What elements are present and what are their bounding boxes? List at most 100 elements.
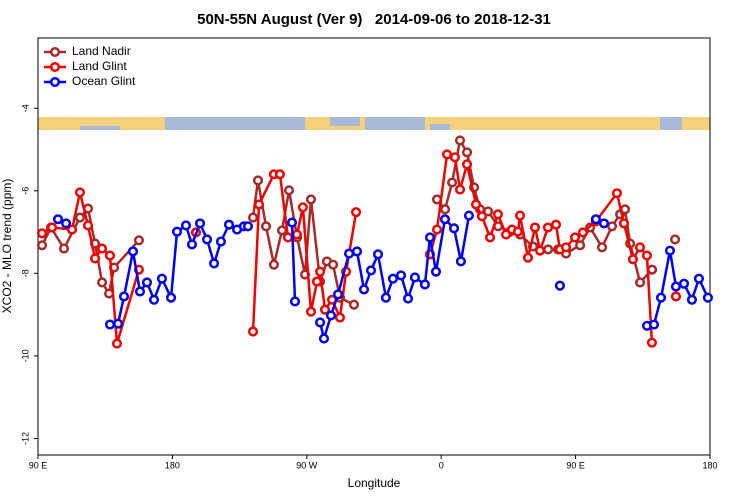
data-point <box>440 204 451 215</box>
data-point <box>66 224 78 235</box>
y-tick-label: -4 <box>20 104 30 112</box>
data-point <box>58 243 70 254</box>
data-point <box>635 277 646 288</box>
data-point <box>61 218 72 229</box>
data-point <box>670 291 682 302</box>
data-point <box>542 222 554 233</box>
data-point <box>247 326 259 337</box>
data-point <box>36 240 48 251</box>
data-point <box>209 258 220 269</box>
data-point <box>449 152 460 163</box>
data-point <box>431 224 443 235</box>
data-point <box>194 218 206 229</box>
data-point <box>74 187 86 198</box>
data-point <box>104 319 116 330</box>
data-point <box>344 248 355 259</box>
data-point <box>647 264 658 275</box>
data-point <box>318 333 330 344</box>
data-point <box>702 292 713 303</box>
data-point <box>535 245 546 256</box>
data-point <box>554 280 565 291</box>
data-point <box>82 220 94 231</box>
data-point <box>448 223 460 234</box>
legend-label: Land Glint <box>72 59 127 73</box>
legend-label: Land Nadir <box>72 44 131 58</box>
data-point <box>242 221 254 232</box>
data-point <box>447 177 458 188</box>
data-point <box>670 281 682 292</box>
data-point <box>223 219 235 230</box>
x-tick-label: 180 <box>165 460 180 470</box>
data-point <box>492 209 503 220</box>
data-point <box>529 222 541 233</box>
data-point <box>201 234 213 245</box>
data-point <box>351 207 362 218</box>
plot-frame <box>37 37 711 456</box>
data-point <box>522 252 534 263</box>
data-point <box>134 286 146 297</box>
data-point <box>156 273 167 284</box>
data-point <box>512 226 524 237</box>
data-point <box>82 203 94 214</box>
data-point <box>380 292 391 303</box>
data-point <box>332 289 344 300</box>
data-point <box>74 212 86 223</box>
x-tick-label: 90 W <box>296 460 318 470</box>
data-point <box>89 253 101 264</box>
data-point <box>514 210 526 221</box>
data-point <box>646 337 657 348</box>
data-point <box>419 279 430 290</box>
data-point <box>430 266 442 277</box>
data-point <box>315 317 326 328</box>
x-tick-label: 180 <box>702 460 717 470</box>
data-point <box>454 184 466 195</box>
data-point <box>36 228 48 239</box>
data-point <box>141 277 153 288</box>
legend-marker <box>49 61 61 73</box>
data-point <box>484 232 496 243</box>
data-point <box>97 277 108 288</box>
data-point <box>127 246 139 257</box>
series-line <box>57 215 710 344</box>
data-point <box>431 194 443 205</box>
data-point <box>550 219 562 230</box>
y-tick-label: -6 <box>20 187 30 195</box>
data-point <box>590 214 601 225</box>
data-point <box>454 135 466 146</box>
data-point <box>274 169 285 180</box>
data-point <box>348 299 360 310</box>
data-point <box>166 292 177 303</box>
data-point <box>395 270 407 281</box>
data-point <box>328 259 339 270</box>
data-point <box>268 259 279 270</box>
x-axis-label: Longitude <box>348 476 401 490</box>
data-point <box>97 243 108 254</box>
x-tick-label: 90 E <box>29 460 48 470</box>
data-point <box>252 175 264 186</box>
data-point <box>598 218 610 229</box>
data-point <box>215 236 226 247</box>
data-point <box>424 232 436 243</box>
data-point <box>618 218 630 229</box>
data-point <box>569 232 581 243</box>
data-point <box>409 272 420 283</box>
data-point <box>276 225 288 236</box>
data-point <box>543 244 554 255</box>
data-point <box>282 232 294 243</box>
data-point <box>483 206 494 217</box>
data-point <box>311 276 323 287</box>
data-point <box>560 242 572 253</box>
data-point <box>104 250 116 261</box>
map-strip <box>38 117 710 130</box>
y-axis-label: XCO2 - MLO trend (ppm) <box>0 179 14 314</box>
y-tick-label: -12 <box>20 432 30 445</box>
data-point <box>627 254 638 265</box>
data-point <box>641 250 653 261</box>
data-point <box>180 220 192 231</box>
data-point <box>463 210 475 221</box>
data-point <box>678 278 690 289</box>
data-point <box>596 242 608 253</box>
data-point <box>247 212 259 223</box>
data-point <box>253 199 265 210</box>
